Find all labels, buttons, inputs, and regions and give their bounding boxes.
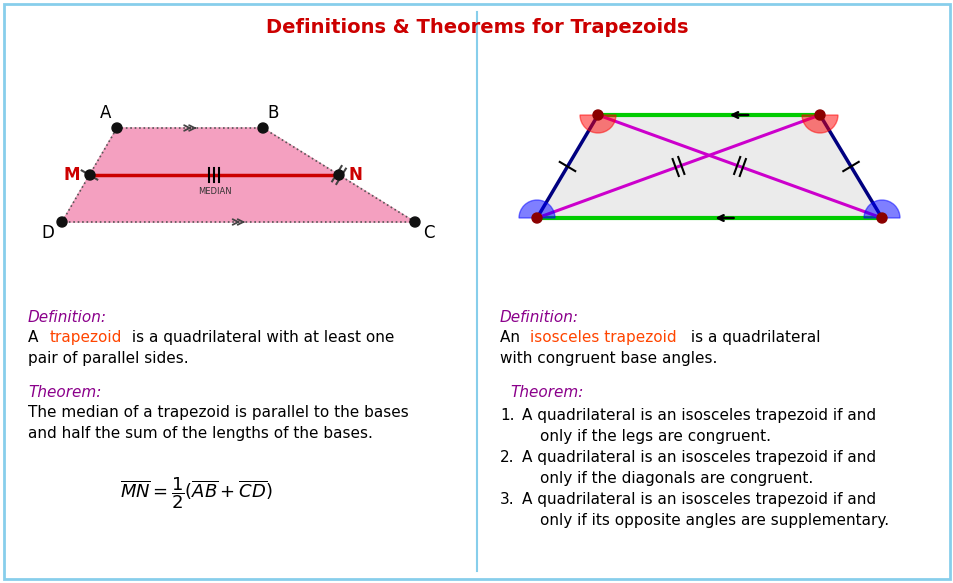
Circle shape	[593, 110, 602, 120]
Text: Theorem:: Theorem:	[510, 385, 583, 400]
Circle shape	[257, 123, 268, 133]
Text: 2.: 2.	[499, 450, 514, 465]
Text: pair of parallel sides.: pair of parallel sides.	[28, 351, 189, 366]
Text: trapezoid: trapezoid	[50, 330, 122, 345]
Text: The median of a trapezoid is parallel to the bases: The median of a trapezoid is parallel to…	[28, 405, 408, 420]
Text: M: M	[64, 166, 80, 184]
Text: 3.: 3.	[499, 492, 514, 507]
Text: N: N	[349, 166, 362, 184]
Text: A: A	[28, 330, 43, 345]
Circle shape	[532, 213, 541, 223]
Text: C: C	[422, 224, 434, 242]
Text: is a quadrilateral with at least one: is a quadrilateral with at least one	[127, 330, 394, 345]
Text: $\overline{MN} = \dfrac{1}{2}\left(\overline{AB} + \overline{CD}\right)$: $\overline{MN} = \dfrac{1}{2}\left(\over…	[120, 475, 273, 511]
Text: with congruent base angles.: with congruent base angles.	[499, 351, 717, 366]
Text: A quadrilateral is an isosceles trapezoid if and: A quadrilateral is an isosceles trapezoi…	[521, 408, 875, 423]
Text: MEDIAN: MEDIAN	[197, 187, 231, 196]
Polygon shape	[62, 128, 415, 222]
Text: Theorem:: Theorem:	[28, 385, 101, 400]
Text: A: A	[99, 104, 111, 122]
Text: 1.: 1.	[499, 408, 514, 423]
Circle shape	[334, 170, 344, 180]
Text: An: An	[499, 330, 524, 345]
Wedge shape	[863, 200, 899, 218]
Text: A quadrilateral is an isosceles trapezoid if and: A quadrilateral is an isosceles trapezoi…	[521, 450, 875, 465]
Text: Definition:: Definition:	[499, 310, 578, 325]
Circle shape	[85, 170, 95, 180]
Text: Definition:: Definition:	[28, 310, 107, 325]
Text: A quadrilateral is an isosceles trapezoid if and: A quadrilateral is an isosceles trapezoi…	[521, 492, 875, 507]
Text: and half the sum of the lengths of the bases.: and half the sum of the lengths of the b…	[28, 426, 373, 441]
Text: B: B	[267, 104, 278, 122]
Wedge shape	[579, 115, 616, 133]
Text: only if the legs are congruent.: only if the legs are congruent.	[539, 429, 770, 444]
Wedge shape	[518, 200, 555, 218]
Circle shape	[57, 217, 67, 227]
Text: isosceles trapezoid: isosceles trapezoid	[530, 330, 676, 345]
Circle shape	[814, 110, 824, 120]
Polygon shape	[537, 115, 882, 218]
Wedge shape	[801, 115, 837, 133]
Text: D: D	[41, 224, 54, 242]
Text: only if the diagonals are congruent.: only if the diagonals are congruent.	[539, 471, 812, 486]
Circle shape	[112, 123, 122, 133]
Text: Definitions & Theorems for Trapezoids: Definitions & Theorems for Trapezoids	[266, 18, 687, 37]
Circle shape	[410, 217, 419, 227]
Text: is a quadrilateral: is a quadrilateral	[685, 330, 820, 345]
Text: only if its opposite angles are supplementary.: only if its opposite angles are suppleme…	[539, 513, 888, 528]
Circle shape	[876, 213, 886, 223]
